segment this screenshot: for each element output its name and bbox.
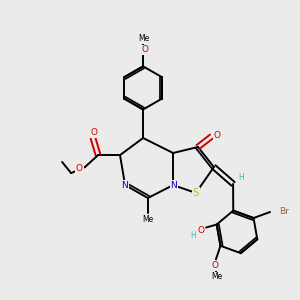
Text: N: N	[121, 181, 128, 190]
Text: S: S	[193, 188, 199, 198]
Text: O: O	[213, 130, 220, 140]
Text: Me: Me	[142, 215, 154, 224]
Text: H: H	[238, 173, 244, 182]
Text: N: N	[170, 181, 177, 190]
Text: H: H	[191, 231, 197, 240]
Text: Br: Br	[279, 207, 289, 216]
Text: O: O	[90, 128, 97, 137]
Text: O: O	[142, 45, 149, 54]
Text: Me: Me	[138, 34, 150, 43]
Text: O: O	[197, 226, 204, 235]
Text: O: O	[76, 164, 83, 172]
Text: Me: Me	[211, 272, 222, 281]
Text: O: O	[212, 261, 219, 270]
